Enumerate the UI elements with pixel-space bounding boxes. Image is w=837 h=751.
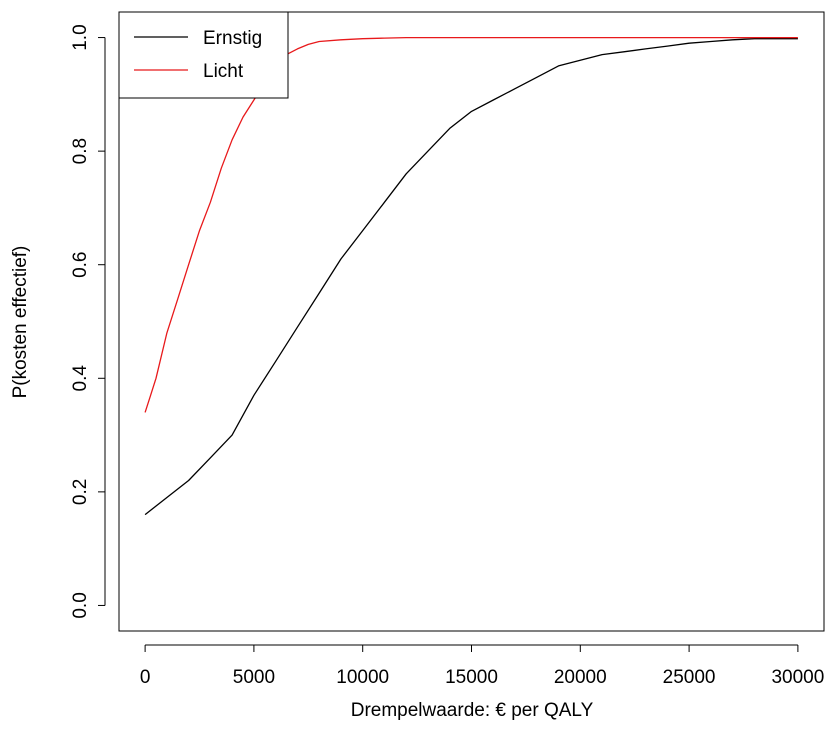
- y-axis-label: P(kosten effectief): [10, 246, 31, 399]
- legend-box: [118, 11, 289, 99]
- x-tick-label: 30000: [771, 667, 824, 688]
- y-tick-label: 0.4: [70, 365, 91, 392]
- x-axis-label: Drempelwaarde: € per QALY: [351, 700, 594, 721]
- x-axis: 0 5000 10000 15000 20000 25000 30000: [140, 644, 824, 688]
- x-tick-label: 0: [140, 667, 151, 688]
- y-tick-label: 0.6: [70, 252, 91, 278]
- y-tick-label: 0.0: [70, 592, 91, 618]
- legend-label: Licht: [203, 61, 244, 82]
- y-tick-label: 0.2: [70, 479, 91, 505]
- legend: Ernstig Licht: [118, 11, 289, 99]
- y-tick-label: 1.0: [70, 24, 91, 50]
- series-layer: [144, 36, 798, 516]
- x-tick-label: 25000: [663, 667, 716, 688]
- legend-label: Ernstig: [203, 28, 262, 49]
- x-tick-label: 20000: [554, 667, 607, 688]
- x-tick-label: 10000: [336, 667, 389, 688]
- x-tick-label: 5000: [233, 667, 275, 688]
- plot-frame: [118, 11, 825, 632]
- y-tick-label: 0.8: [70, 138, 91, 164]
- series-line-ernstig: [144, 38, 798, 516]
- y-axis: 0.0 0.2 0.4 0.6 0.8 1.0: [70, 24, 106, 619]
- x-tick-label: 15000: [445, 667, 498, 688]
